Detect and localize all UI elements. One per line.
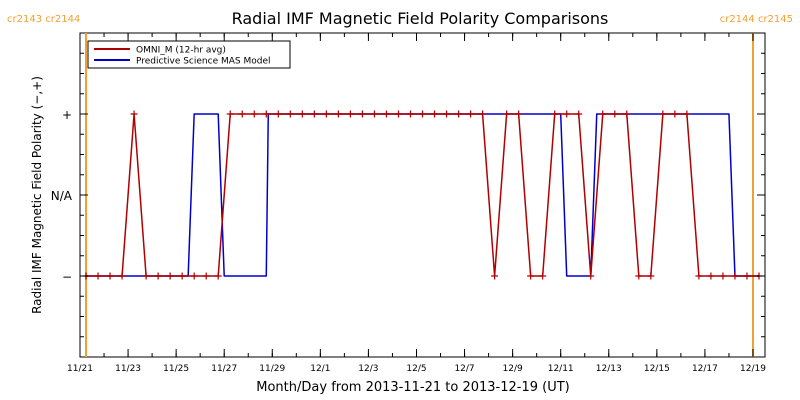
x-tick-label: 12/1 (310, 364, 330, 374)
data-point (647, 272, 655, 280)
data-point (539, 272, 547, 280)
data-point (274, 110, 282, 118)
data-point (226, 110, 234, 118)
x-tick-label: 11/25 (163, 364, 189, 374)
y-axis-label: Radial IMF Magnetic Field Polarity (−,+) (30, 76, 44, 314)
x-tick-label: 12/9 (503, 364, 523, 374)
data-point (503, 110, 511, 118)
rotation-label-1: cr2144 cr2145 (720, 14, 793, 25)
x-tick-label: 12/3 (358, 364, 378, 374)
data-point (166, 272, 174, 280)
x-tick-label: 12/7 (454, 364, 474, 374)
data-point (178, 272, 186, 280)
data-point (599, 110, 607, 118)
data-point (683, 110, 691, 118)
data-point (575, 110, 583, 118)
data-point (394, 110, 402, 118)
data-point (322, 110, 330, 118)
data-point (515, 110, 523, 118)
legend-entry-1: Predictive Science MAS Model (136, 57, 271, 67)
data-point (623, 110, 631, 118)
data-point (298, 110, 306, 118)
data-point (731, 272, 739, 280)
x-tick-label: 11/29 (259, 364, 285, 374)
x-tick-label: 12/15 (644, 364, 670, 374)
data-point (214, 272, 222, 280)
data-point (142, 272, 150, 280)
data-point (406, 110, 414, 118)
data-point (370, 110, 378, 118)
y-tick-label: N/A (51, 189, 73, 203)
x-axis: 11/21 11/23 11/25 11/27 11/29 12/1 12/3 12/5 12/… (67, 33, 766, 374)
data-point (310, 110, 318, 118)
plot-area (79, 32, 766, 358)
series-line-0 (86, 113, 759, 277)
data-point (431, 110, 439, 118)
data-point (491, 272, 499, 280)
data-point (659, 110, 667, 118)
data-point (346, 110, 354, 118)
x-tick-label: 12/13 (596, 364, 622, 374)
data-point (551, 110, 559, 118)
data-point (202, 272, 210, 280)
data-point (467, 110, 475, 118)
plot-frame (79, 32, 766, 358)
data-point (611, 110, 619, 118)
data-point (286, 110, 294, 118)
data-point (130, 110, 138, 118)
legend: OMNI_M (12-hr avg)Predictive Science MAS… (87, 40, 291, 69)
data-point (527, 272, 535, 280)
data-point (106, 272, 114, 280)
data-point (695, 272, 703, 280)
rotation-label-0: cr2143 cr2144 (7, 14, 80, 25)
x-tick-label: 12/11 (548, 364, 574, 374)
data-point (262, 110, 270, 118)
x-axis-label: Month/Day from 2013-11-21 to 2013-12-19 … (256, 380, 569, 395)
x-tick-label: 12/19 (740, 364, 766, 374)
legend-frame (87, 40, 291, 69)
data-point (707, 272, 715, 280)
x-tick-label: 12/5 (406, 364, 426, 374)
y-axis: + N/A − (51, 32, 765, 358)
data-point (671, 110, 679, 118)
data-point (334, 110, 342, 118)
data-point (635, 272, 643, 280)
x-tick-label: 12/17 (692, 364, 718, 374)
data-point (479, 110, 487, 118)
data-point (154, 272, 162, 280)
x-tick-label: 11/23 (115, 364, 141, 374)
data-point (563, 110, 571, 118)
data-point (443, 110, 451, 118)
y-tick-label: − (62, 270, 72, 284)
y-tick-label: + (62, 108, 72, 122)
data-point (743, 272, 751, 280)
data-point (455, 110, 463, 118)
data-point (94, 272, 102, 280)
carrington-rotation-labels: cr2143 cr2144 cr2144 cr2145 (7, 14, 793, 25)
data-point (118, 272, 126, 280)
data-point (358, 110, 366, 118)
data-point (238, 110, 246, 118)
data-point (250, 110, 258, 118)
data-point (719, 272, 727, 280)
data-point (382, 110, 390, 118)
data-point (587, 272, 595, 280)
legend-entry-0: OMNI_M (12-hr avg) (136, 46, 226, 56)
data-point (419, 110, 426, 118)
chart-title: Radial IMF Magnetic Field Polarity Compa… (232, 9, 609, 28)
x-tick-label: 11/27 (211, 364, 237, 374)
data-point (190, 272, 198, 280)
x-tick-label: 11/21 (67, 364, 93, 374)
series-line-1 (86, 113, 759, 277)
